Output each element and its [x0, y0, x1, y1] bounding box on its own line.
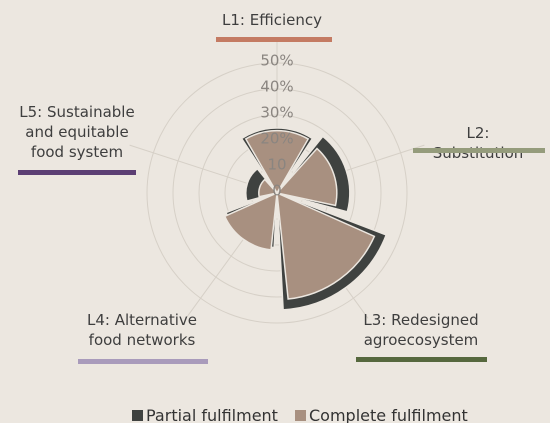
category-underline — [413, 148, 545, 153]
category-underline — [216, 37, 332, 42]
legend-swatch — [295, 410, 306, 421]
r-tick-label: 30% — [260, 104, 293, 122]
category-underline — [78, 359, 208, 364]
r-tick-label: 10 — [267, 156, 286, 174]
legend-swatch — [132, 410, 143, 421]
r-tick-label: 40% — [260, 78, 293, 96]
r-tick-label: 50% — [260, 52, 293, 70]
category-label: L5: Sustainable and equitable food syste… — [19, 103, 135, 161]
category-label: L3: Redesigned agroecosystem — [363, 311, 479, 349]
wedge — [223, 191, 278, 251]
r-tick-label: 20% — [260, 130, 293, 148]
category-underline — [18, 170, 136, 175]
category-label: L4: Alternative food networks — [86, 311, 198, 349]
wedge — [258, 178, 279, 198]
wedge — [276, 191, 376, 300]
category-label: L1: Efficiency — [222, 11, 322, 29]
legend-item: Partial fulfilment — [132, 406, 278, 423]
legend-item: Complete fulfilment — [295, 406, 468, 423]
category-label: L2: Substitution — [432, 124, 524, 162]
legend-label: Complete fulfilment — [309, 406, 468, 423]
r-tick-label: 0 — [272, 182, 282, 200]
legend-label: Partial fulfilment — [146, 406, 278, 423]
wedge — [244, 129, 310, 195]
category-underline — [356, 357, 487, 362]
wedge — [275, 147, 338, 207]
